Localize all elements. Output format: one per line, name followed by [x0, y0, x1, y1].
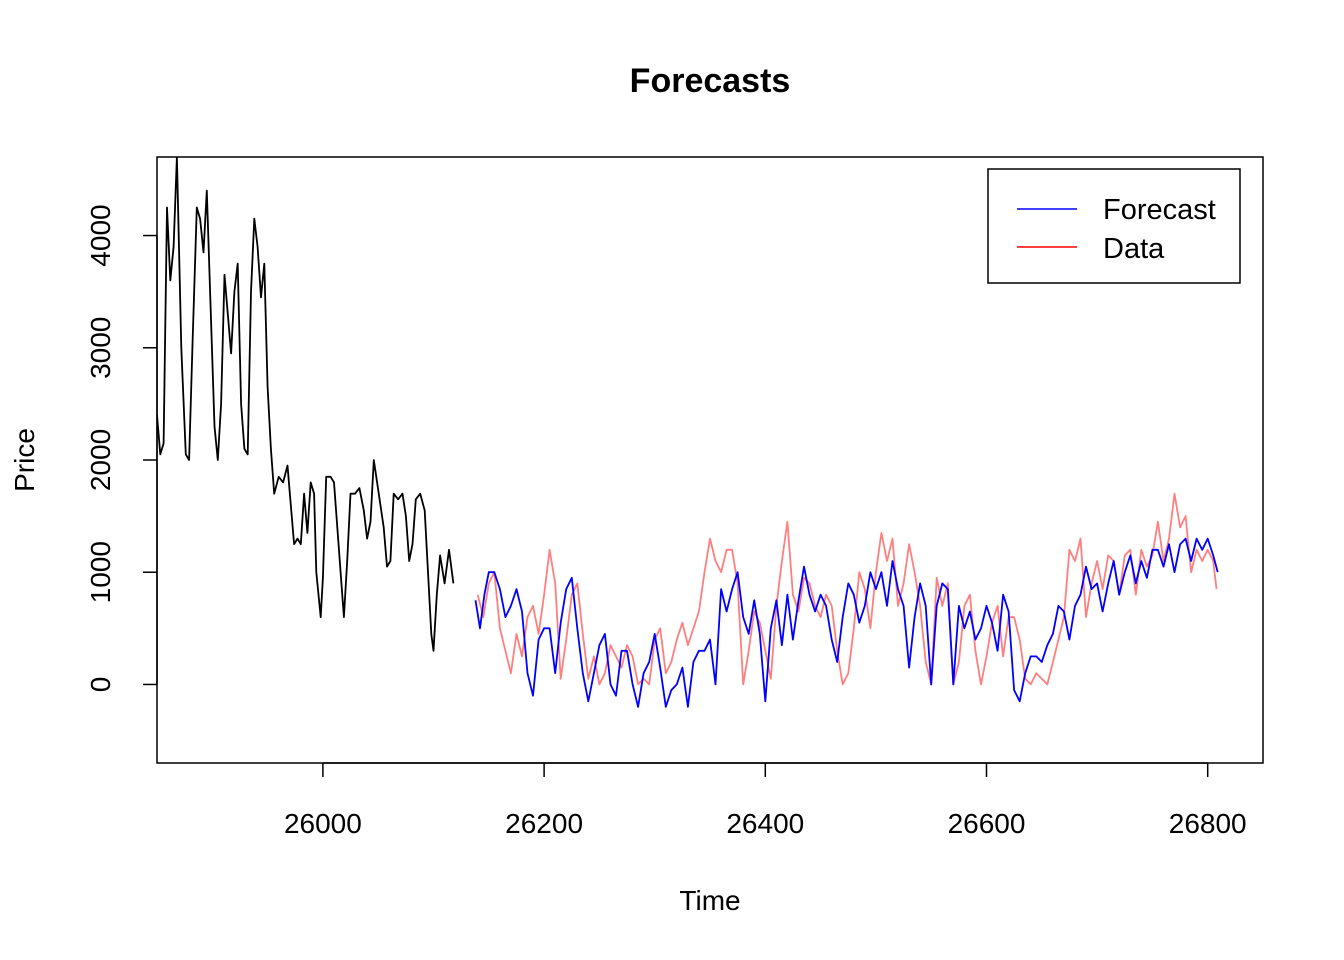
- x-tick-label: 26600: [948, 808, 1026, 839]
- legend-label-forecast: Forecast: [1103, 194, 1216, 226]
- series-line-forecast: [474, 537, 1219, 708]
- y-tick-label: 1000: [85, 541, 116, 603]
- y-tick-label: 2000: [85, 429, 116, 491]
- y-tick-label: 4000: [85, 204, 116, 266]
- legend-box: [987, 168, 1241, 284]
- x-tick-label: 26000: [284, 808, 362, 839]
- x-axis-label: Time: [679, 885, 740, 916]
- x-axis: 26000 26200 26400 26600 26800: [284, 762, 1247, 839]
- y-tick-label: 3000: [85, 317, 116, 379]
- y-tick-label: 0: [85, 677, 116, 693]
- y-axis-label: Price: [9, 428, 40, 492]
- y-axis: 0 1000 2000 3000 4000: [85, 204, 158, 693]
- x-tick-label: 26400: [726, 808, 804, 839]
- x-tick-label: 26800: [1169, 808, 1247, 839]
- series-line-history: [157, 157, 455, 652]
- legend-label-data: Data: [1103, 233, 1165, 265]
- plot-lines: [157, 157, 1219, 708]
- legend: Forecast Data: [987, 168, 1241, 284]
- x-tick-label: 26200: [505, 808, 583, 839]
- chart-title: Forecasts: [630, 62, 791, 100]
- series-line-data: [476, 492, 1218, 686]
